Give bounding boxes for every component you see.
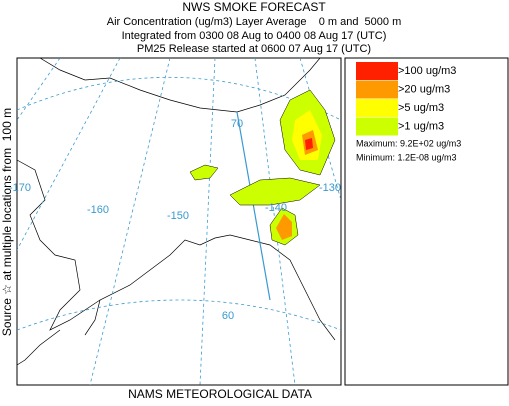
legend-label: >100 ug/m3 xyxy=(398,65,456,77)
footer: NAMS METEOROLOGICAL DATA xyxy=(128,387,312,401)
grid-line xyxy=(17,299,341,331)
grid-label: 60 xyxy=(222,310,234,322)
grid-label: -130 xyxy=(319,182,341,194)
legend-label: >5 ug/m3 xyxy=(398,102,444,114)
grid-label: -140 xyxy=(265,202,287,214)
plume xyxy=(189,164,219,181)
legend: Maximum: 9.2E+02 ug/m3 Minimum: 1.2E-08 … xyxy=(344,57,509,386)
grid-line xyxy=(89,58,171,385)
map: 70 -170 -160 -150 -140 -130 60 xyxy=(9,57,342,386)
subtitle: Air Concentration (ug/m3) Layer Average … xyxy=(107,16,402,28)
grid-label: -160 xyxy=(87,204,109,216)
plume xyxy=(229,177,321,206)
legend-swatch xyxy=(356,99,398,117)
grid-line xyxy=(17,58,121,251)
grid-label: -170 xyxy=(9,182,31,194)
coastline xyxy=(17,58,336,341)
legend-label: >20 ug/m3 xyxy=(398,83,450,95)
coastline xyxy=(17,299,101,366)
grid-label: 70 xyxy=(231,118,243,130)
side-label: Source ☆ at multiple locations from 100 … xyxy=(0,108,14,336)
border xyxy=(236,111,271,301)
plume xyxy=(276,214,292,240)
title: NWS SMOKE FORECAST xyxy=(182,0,326,14)
legend-label: >1 ug/m3 xyxy=(398,120,444,132)
legend-min: Minimum: 1.2E-08 ug/m3 xyxy=(356,152,457,162)
grid-line xyxy=(199,58,216,385)
subtitle: Integrated from 0300 08 Aug to 0400 08 A… xyxy=(122,30,387,42)
grid-line xyxy=(17,58,61,121)
subtitle: PM25 Release started at 0600 07 Aug 17 (… xyxy=(137,43,371,55)
grid-label: -150 xyxy=(167,210,189,222)
plume xyxy=(305,138,313,150)
legend-max: Maximum: 9.2E+02 ug/m3 xyxy=(356,138,461,148)
legend-swatch xyxy=(356,117,398,136)
legend-swatch xyxy=(356,80,398,99)
legend-swatch xyxy=(356,62,398,80)
